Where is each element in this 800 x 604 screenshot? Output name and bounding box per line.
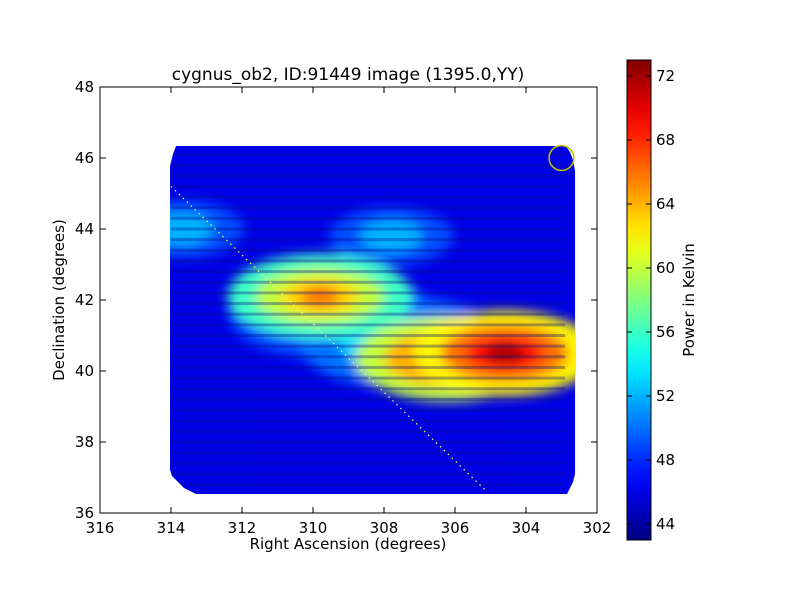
heatmap-stripe xyxy=(171,312,566,316)
heatmap-stripe xyxy=(171,270,566,274)
heatmap-stripe xyxy=(171,387,566,391)
heatmap-stripe xyxy=(171,184,566,188)
heatmap-stripe xyxy=(171,163,566,167)
x-axis-label: Right Ascension (degrees) xyxy=(250,535,447,553)
heatmap-stripe xyxy=(171,461,566,465)
x-tick-label: 316 xyxy=(86,519,115,537)
x-tick-label: 304 xyxy=(512,519,541,537)
heatmap-stripe xyxy=(171,472,566,476)
heatmap-feature xyxy=(359,220,423,253)
heatmap-stripe xyxy=(171,280,566,284)
heatmap-stripe xyxy=(171,227,566,231)
colorbar-tick-label: 64 xyxy=(656,195,675,213)
heatmap-stripe xyxy=(171,397,566,401)
heatmap-stripe xyxy=(171,195,566,199)
chart-title: cygnus_ob2, ID:91449 image (1395.0,YY) xyxy=(172,65,525,85)
x-axis-ticks: 316 314 312 310 308 306 304 302 xyxy=(86,87,612,537)
x-tick-label: 306 xyxy=(441,519,470,537)
heatmap-stripe xyxy=(171,206,566,210)
y-tick-label: 42 xyxy=(75,291,94,309)
heatmap-stripe xyxy=(171,291,566,295)
y-tick-label: 46 xyxy=(75,149,94,167)
y-tick-label: 38 xyxy=(75,433,94,451)
colorbar-tick-label: 52 xyxy=(656,387,675,405)
colorbar-label: Power in Kelvin xyxy=(680,243,698,357)
heatmap-stripe xyxy=(171,302,566,306)
colorbar xyxy=(626,59,652,541)
heatmap-stripe xyxy=(171,259,566,263)
heatmap-stripe xyxy=(171,238,566,242)
heatmap-stripe xyxy=(171,344,566,348)
colorbar-tick-label: 48 xyxy=(656,451,675,469)
heatmap-stripe xyxy=(171,408,566,412)
y-axis-ticks: 36 38 40 42 44 46 48 xyxy=(75,78,597,522)
heatmap-stripe xyxy=(171,334,566,337)
heatmap-image xyxy=(170,146,576,494)
heatmap-stripe xyxy=(171,355,566,359)
y-tick-label: 40 xyxy=(75,362,94,380)
y-tick-label: 48 xyxy=(75,78,94,96)
heatmap-feature xyxy=(170,213,213,245)
heatmap-feature xyxy=(300,286,340,307)
x-tick-label: 310 xyxy=(299,519,328,537)
heatmap-stripe xyxy=(171,483,566,487)
y-tick-label: 36 xyxy=(75,504,94,522)
heatmap-stripe xyxy=(171,429,566,433)
heatmap-stripe xyxy=(171,493,566,494)
heatmap-stripe xyxy=(171,440,566,444)
x-tick-label: 308 xyxy=(370,519,399,537)
colorbar-tick-label: 60 xyxy=(656,259,675,277)
heatmap-stripe xyxy=(171,216,566,220)
x-tick-label: 312 xyxy=(228,519,257,537)
heatmap-stripe xyxy=(171,323,566,327)
heatmap-stripe xyxy=(171,365,566,369)
x-tick-label: 314 xyxy=(157,519,186,537)
heatmap-stripe xyxy=(171,248,566,252)
y-axis-label: Declination (degrees) xyxy=(50,219,68,381)
colorbar-tick-label: 68 xyxy=(656,131,675,149)
colorbar-tick-label: 44 xyxy=(656,515,675,533)
heatmap-stripe xyxy=(171,174,566,178)
heatmap-feature xyxy=(485,343,525,364)
x-tick-label: 302 xyxy=(583,519,612,537)
colorbar-tick-label: 56 xyxy=(656,323,675,341)
heatmap-stripe xyxy=(171,152,566,156)
y-tick-label: 44 xyxy=(75,220,94,238)
colorbar-tick-label: 72 xyxy=(656,67,675,85)
heatmap-stripe xyxy=(171,419,566,423)
heatmap-stripe xyxy=(171,451,566,455)
beam-circle xyxy=(548,144,575,172)
heatmap-stripe xyxy=(171,376,566,380)
colorbar-ticks: 44 48 52 56 60 64 68 72 xyxy=(627,67,675,533)
